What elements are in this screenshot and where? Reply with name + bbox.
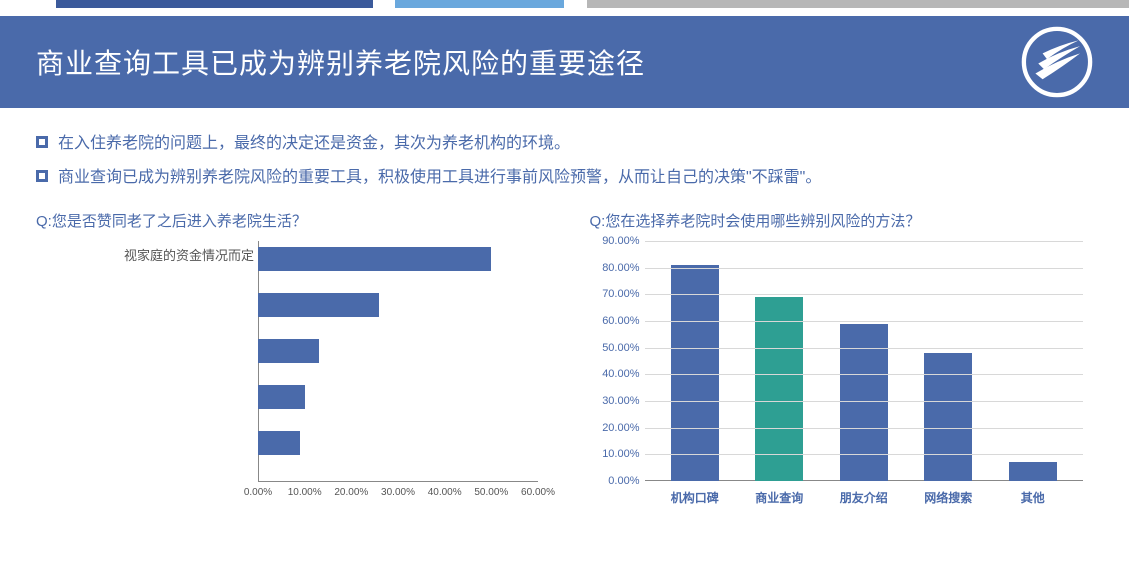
header-banner: 商业查询工具已成为辨别养老院风险的重要途径: [0, 16, 1129, 108]
hbar-xtick-label: 20.00%: [334, 487, 368, 498]
charts-row: Q:您是否赞同老了之后进入养老院生活？ 视家庭的资金情况而定 0.00%10.0…: [0, 210, 1129, 521]
right-chart: Q:您在选择养老院时会使用哪些辨别风险的方法？ 机构口碑 商业查询 朋友介绍 网络搜索…: [590, 210, 1094, 521]
vbar-gridline: [645, 374, 1084, 375]
vbar-category-label: 朋友介绍: [840, 489, 888, 506]
vbar-category-label: 机构口碑: [671, 489, 719, 506]
vbar-ytick-label: 60.00%: [602, 315, 639, 327]
vbar-gridline: [645, 321, 1084, 322]
hbar-xtick-label: 50.00%: [474, 487, 508, 498]
vbar-ytick-label: 80.00%: [602, 262, 639, 274]
vbar-gridline: [645, 294, 1084, 295]
hbar-bar: [258, 385, 305, 409]
vbar-gridline: [645, 348, 1084, 349]
vbar-ytick-label: 40.00%: [602, 368, 639, 380]
top-stripe-segment: [0, 0, 56, 8]
vbar-ytick-label: 30.00%: [602, 395, 639, 407]
vbar-gridline: [645, 401, 1084, 402]
vbar-category-label: 商业查询: [755, 489, 803, 506]
vbar-category-label: 网络搜索: [924, 489, 972, 506]
top-stripe-segment: [373, 0, 396, 8]
vbar-bar: [924, 353, 972, 481]
bullet-item: 在入住养老院的问题上，最终的决定还是资金，其次为养老机构的环境。: [36, 132, 1093, 156]
bullet-text: 商业查询已成为辨别养老院风险的重要工具，积极使用工具进行事前风险预警，从而让自己…: [58, 166, 821, 190]
vbar-ytick-label: 20.00%: [602, 422, 639, 434]
vbar-category-label: 其他: [1009, 489, 1057, 506]
vbar-bar: [671, 265, 719, 481]
bullet-item: 商业查询已成为辨别养老院风险的重要工具，积极使用工具进行事前风险预警，从而让自己…: [36, 166, 1093, 190]
left-chart-question: Q:您是否赞同老了之后进入养老院生活？: [36, 210, 540, 231]
vbar-ytick-label: 90.00%: [602, 235, 639, 247]
top-stripe-segment: [564, 0, 587, 8]
bullet-list: 在入住养老院的问题上，最终的决定还是资金，其次为养老机构的环境。商业查询已成为辨…: [0, 108, 1129, 210]
vbar-categories: 机构口碑 商业查询 朋友介绍 网络搜索 其他: [645, 489, 1084, 506]
logo-icon: [1021, 26, 1093, 98]
hbar-xaxis-line: [258, 481, 538, 482]
right-chart-question: Q:您在选择养老院时会使用哪些辨别风险的方法？: [590, 210, 1094, 231]
vbar-ytick-label: 10.00%: [602, 448, 639, 460]
vbar-ytick-label: 0.00%: [608, 475, 639, 487]
hbar-bar: [258, 431, 300, 455]
bullet-marker-icon: [36, 170, 48, 182]
left-chart: Q:您是否赞同老了之后进入养老院生活？ 视家庭的资金情况而定 0.00%10.0…: [36, 210, 540, 521]
vbar-gridline: [645, 241, 1084, 242]
vbar-chart: 机构口碑 商业查询 朋友介绍 网络搜索 其他 0.00% 10.00% 20.00% 30.0…: [590, 241, 1094, 521]
top-stripes: [0, 0, 1129, 8]
hbar-category-label: 视家庭的资金情况而定: [124, 245, 254, 264]
hbar-chart: 视家庭的资金情况而定 0.00%10.00%20.00%30.00%40.00%…: [36, 241, 540, 521]
hbar-xtick-label: 60.00%: [521, 487, 555, 498]
hbar-xtick-label: 40.00%: [428, 487, 462, 498]
hbar-xtick-label: 30.00%: [381, 487, 415, 498]
top-stripe-segment: [587, 0, 1129, 8]
vbar-gridline: [645, 428, 1084, 429]
hbar-bar: [258, 293, 379, 317]
page-title: 商业查询工具已成为辨别养老院风险的重要途径: [36, 42, 645, 82]
vbar-ytick-label: 50.00%: [602, 342, 639, 354]
top-stripe-segment: [56, 0, 372, 8]
bullet-marker-icon: [36, 136, 48, 148]
vbar-bars-group: [645, 241, 1084, 481]
hbar-plot-area: 0.00%10.00%20.00%30.00%40.00%50.00%60.00…: [258, 241, 538, 481]
top-stripe-segment: [395, 0, 564, 8]
hbar-xtick-label: 10.00%: [288, 487, 322, 498]
vbar-plot-area: [645, 241, 1084, 481]
bullet-text: 在入住养老院的问题上，最终的决定还是资金，其次为养老机构的环境。: [58, 132, 570, 156]
vbar-gridline: [645, 454, 1084, 455]
vbar-bar: [1009, 462, 1057, 481]
vbar-gridline: [645, 268, 1084, 269]
vbar-ytick-label: 70.00%: [602, 288, 639, 300]
hbar-bar: [258, 339, 319, 363]
hbar-bar: [258, 247, 491, 271]
hbar-xtick-label: 0.00%: [244, 487, 272, 498]
